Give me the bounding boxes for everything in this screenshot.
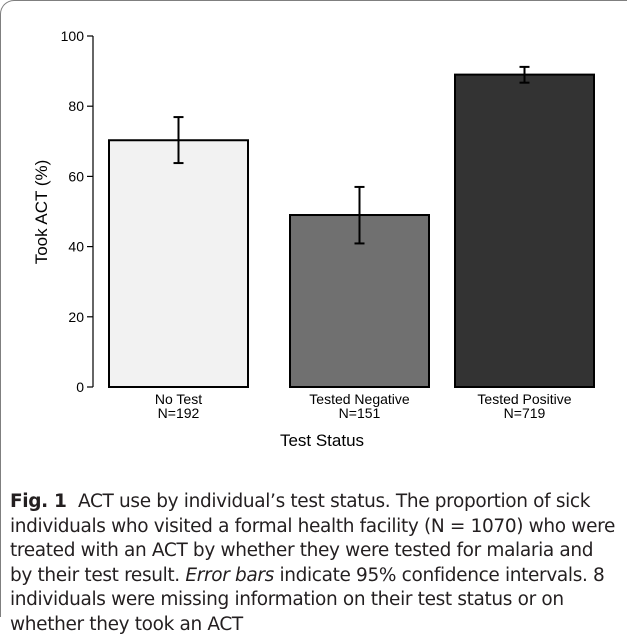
figure-label: Fig. 1 (10, 491, 67, 512)
caption-italic: Error bars (185, 564, 274, 586)
x-category-n-0: N=192 (158, 405, 200, 421)
x-category-n-1: N=151 (339, 405, 381, 421)
x-category-label-1: Tested Negative (309, 391, 410, 407)
frame-left-edge (0, 600, 1, 617)
bar-2 (454, 73, 595, 389)
y-tick-label-2: 40 (68, 239, 84, 255)
caption-text-1: ACT use by individual’s test status. The… (10, 491, 616, 586)
y-axis: 0 20 40 60 80 100 (61, 28, 94, 395)
x-category-label-0: No Test (155, 391, 202, 407)
y-axis-label: Took ACT (%) (32, 160, 51, 265)
x-category-label-2: Tested Positive (477, 391, 571, 407)
y-tick-label-4: 80 (68, 98, 84, 114)
y-tick-label-0: 0 (76, 379, 84, 395)
figure-frame (0, 0, 627, 601)
x-category-n-2: N=719 (504, 405, 546, 421)
y-tick-label-3: 60 (68, 168, 84, 184)
y-tick-label-5: 100 (61, 28, 85, 44)
bar-0 (108, 139, 249, 388)
figure-caption: Fig. 1 ACT use by individual’s test stat… (10, 490, 615, 637)
x-axis-label: Test Status (280, 431, 364, 450)
bars (108, 65, 595, 389)
y-tick-label-1: 20 (68, 309, 84, 325)
